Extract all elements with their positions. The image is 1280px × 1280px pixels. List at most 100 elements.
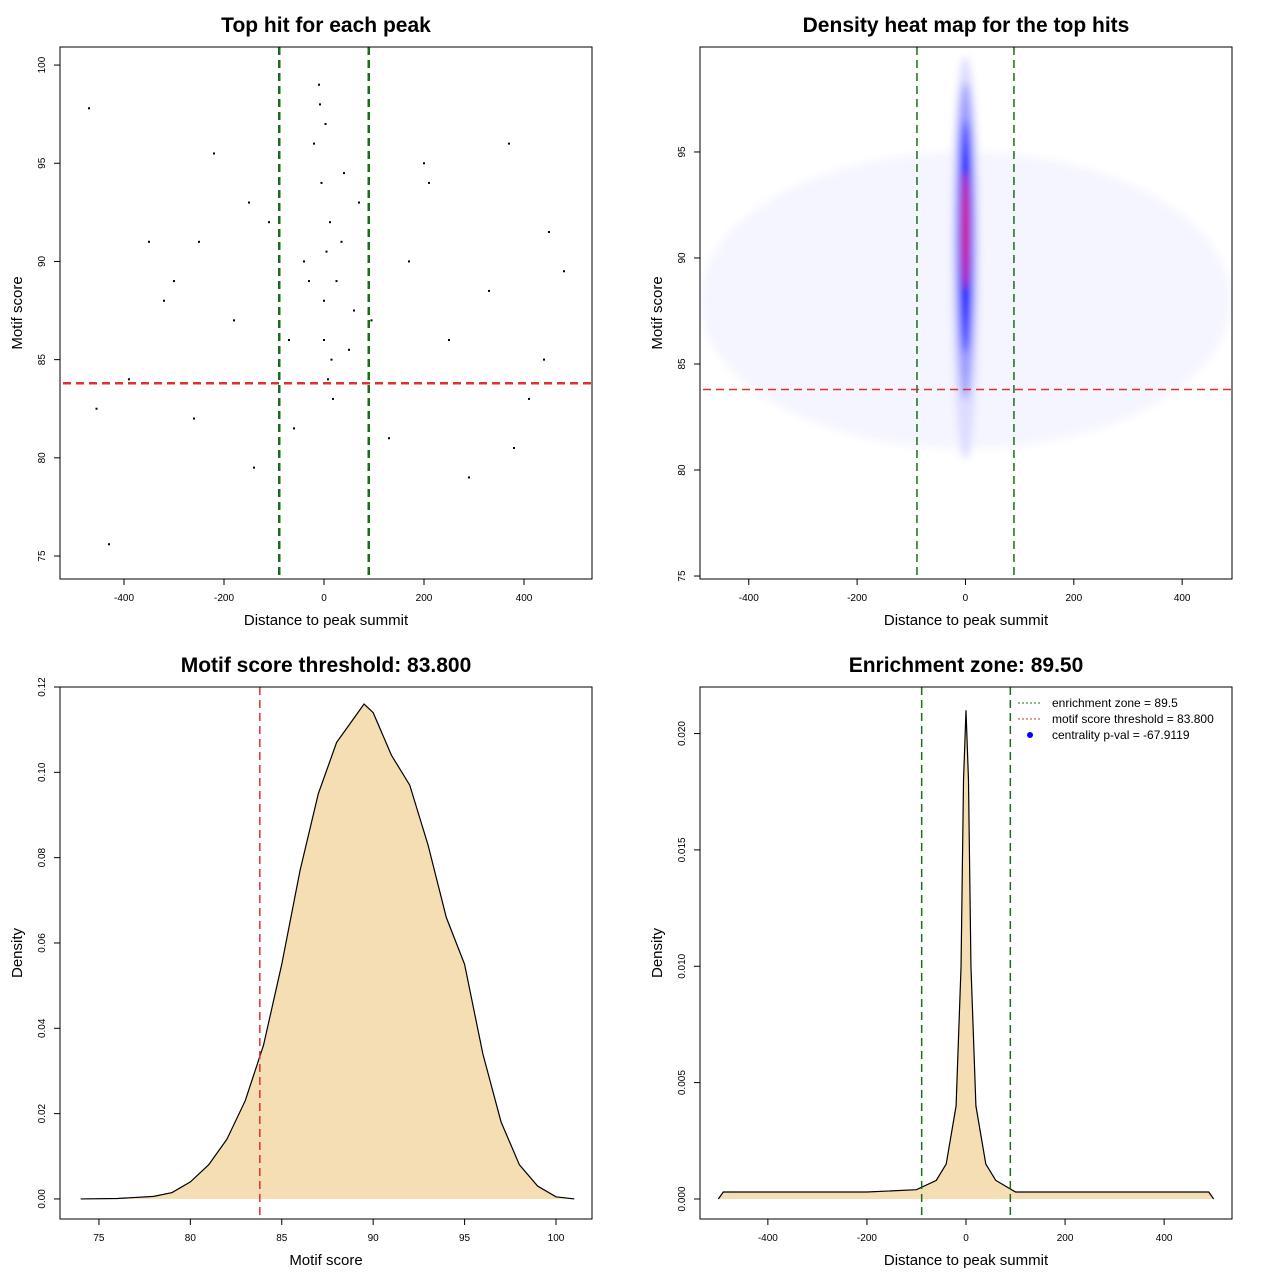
x-tick-label: 200 — [1065, 593, 1082, 604]
density-level — [962, 171, 969, 290]
point — [358, 201, 360, 204]
x-tick-label: -400 — [739, 593, 759, 604]
y-tick-label: 0.08 — [37, 847, 48, 867]
x-tick-label: 0 — [963, 1233, 969, 1244]
point — [313, 142, 315, 145]
point — [173, 280, 175, 283]
heat — [700, 56, 1231, 460]
x-tick-label: 0 — [321, 593, 327, 604]
y-tick-label: 100 — [37, 56, 48, 73]
y-axis-label: Motif score — [649, 276, 666, 349]
point — [388, 437, 390, 440]
point — [563, 270, 565, 273]
point — [128, 378, 130, 381]
point — [95, 407, 98, 410]
y-tick-label: 75 — [37, 550, 48, 562]
y-tick-label: 90 — [677, 252, 688, 264]
x-tick-label: 400 — [1156, 1233, 1173, 1244]
x-tick-label: 100 — [548, 1233, 565, 1244]
density-fill — [718, 710, 1214, 1199]
point — [423, 162, 425, 165]
legend-symbol — [1027, 732, 1033, 738]
point — [268, 221, 270, 224]
y-axis-label: Motif score — [9, 276, 26, 349]
y-tick-label: 0.10 — [37, 762, 48, 782]
point — [320, 181, 323, 184]
point — [343, 172, 345, 175]
plot-area — [700, 47, 1232, 579]
y-tick-label: 80 — [37, 452, 48, 464]
point — [513, 447, 515, 450]
y-tick-label: 95 — [37, 157, 48, 169]
point — [325, 250, 328, 253]
x-tick-label: 200 — [416, 593, 433, 604]
point — [108, 543, 110, 546]
plot-area — [717, 687, 1215, 1219]
x-tick-label: 200 — [1057, 1233, 1074, 1244]
point — [324, 122, 327, 125]
point — [198, 240, 200, 243]
x-tick-label: 85 — [276, 1233, 288, 1244]
y-tick-label: 85 — [677, 358, 688, 370]
y-tick-label: 85 — [37, 354, 48, 366]
point — [323, 299, 325, 302]
x-tick-label: 400 — [1174, 593, 1191, 604]
plot-frame — [59, 686, 593, 1220]
y-tick-label: 0.015 — [677, 837, 688, 862]
y-tick-label: 0.020 — [677, 721, 688, 746]
x-tick-label: -200 — [214, 593, 234, 604]
y-tick-label: 0.00 — [37, 1189, 48, 1209]
point — [340, 240, 343, 243]
y-tick-label: 0.005 — [677, 1070, 688, 1095]
x-tick-label: -400 — [114, 593, 134, 604]
x-axis-label: Distance to peak summit — [884, 612, 1049, 629]
chart-title: Enrichment zone: 89.50 — [849, 654, 1084, 677]
point — [428, 181, 430, 184]
x-tick-label: 95 — [459, 1233, 471, 1244]
y-tick-label: 0.010 — [677, 953, 688, 978]
panel: Density heat map for the top hits Distanc… — [649, 14, 1233, 629]
point — [488, 289, 490, 292]
panel: Motif score threshold: 83.800 Motif score… — [9, 654, 593, 1269]
y-tick-label: 0.02 — [37, 1103, 48, 1123]
point — [329, 221, 331, 224]
legend-label: motif score threshold = 83.800 — [1052, 712, 1214, 726]
chart-title: Density heat map for the top hits — [803, 14, 1130, 37]
y-tick-label: 95 — [677, 146, 688, 158]
point — [330, 358, 333, 361]
x-tick-label: -200 — [847, 593, 867, 604]
panel: Enrichment zone: 89.50 Distance to peak s… — [649, 654, 1233, 1269]
y-axis-label: Density — [9, 927, 26, 978]
point — [468, 476, 470, 479]
point — [318, 83, 320, 86]
legend-label: centrality p-val = -67.9119 — [1052, 728, 1190, 742]
point — [543, 358, 545, 361]
point — [353, 309, 355, 312]
point — [248, 201, 250, 204]
x-axis-label: Distance to peak summit — [884, 1252, 1049, 1269]
density-line — [717, 710, 1215, 1200]
y-tick-label: 0.04 — [37, 1018, 48, 1038]
x-tick-label: 400 — [516, 593, 533, 604]
point — [548, 230, 550, 233]
x-tick-label: -200 — [857, 1233, 877, 1244]
plot-frame — [699, 46, 1233, 580]
point — [308, 280, 310, 283]
chart-title: Motif score threshold: 83.800 — [181, 654, 472, 677]
x-tick-label: 90 — [368, 1233, 380, 1244]
x-tick-label: -400 — [758, 1233, 778, 1244]
point — [448, 339, 450, 342]
point — [163, 299, 165, 302]
point — [193, 417, 195, 420]
point — [508, 142, 510, 145]
plot-area — [80, 687, 575, 1219]
y-tick-label: 75 — [677, 570, 688, 582]
x-tick-label: 75 — [93, 1233, 105, 1244]
plot-area — [60, 47, 592, 579]
point — [319, 103, 321, 106]
y-axis-label: Density — [649, 927, 666, 978]
y-tick-label: 0.000 — [677, 1186, 688, 1211]
point — [370, 319, 373, 322]
